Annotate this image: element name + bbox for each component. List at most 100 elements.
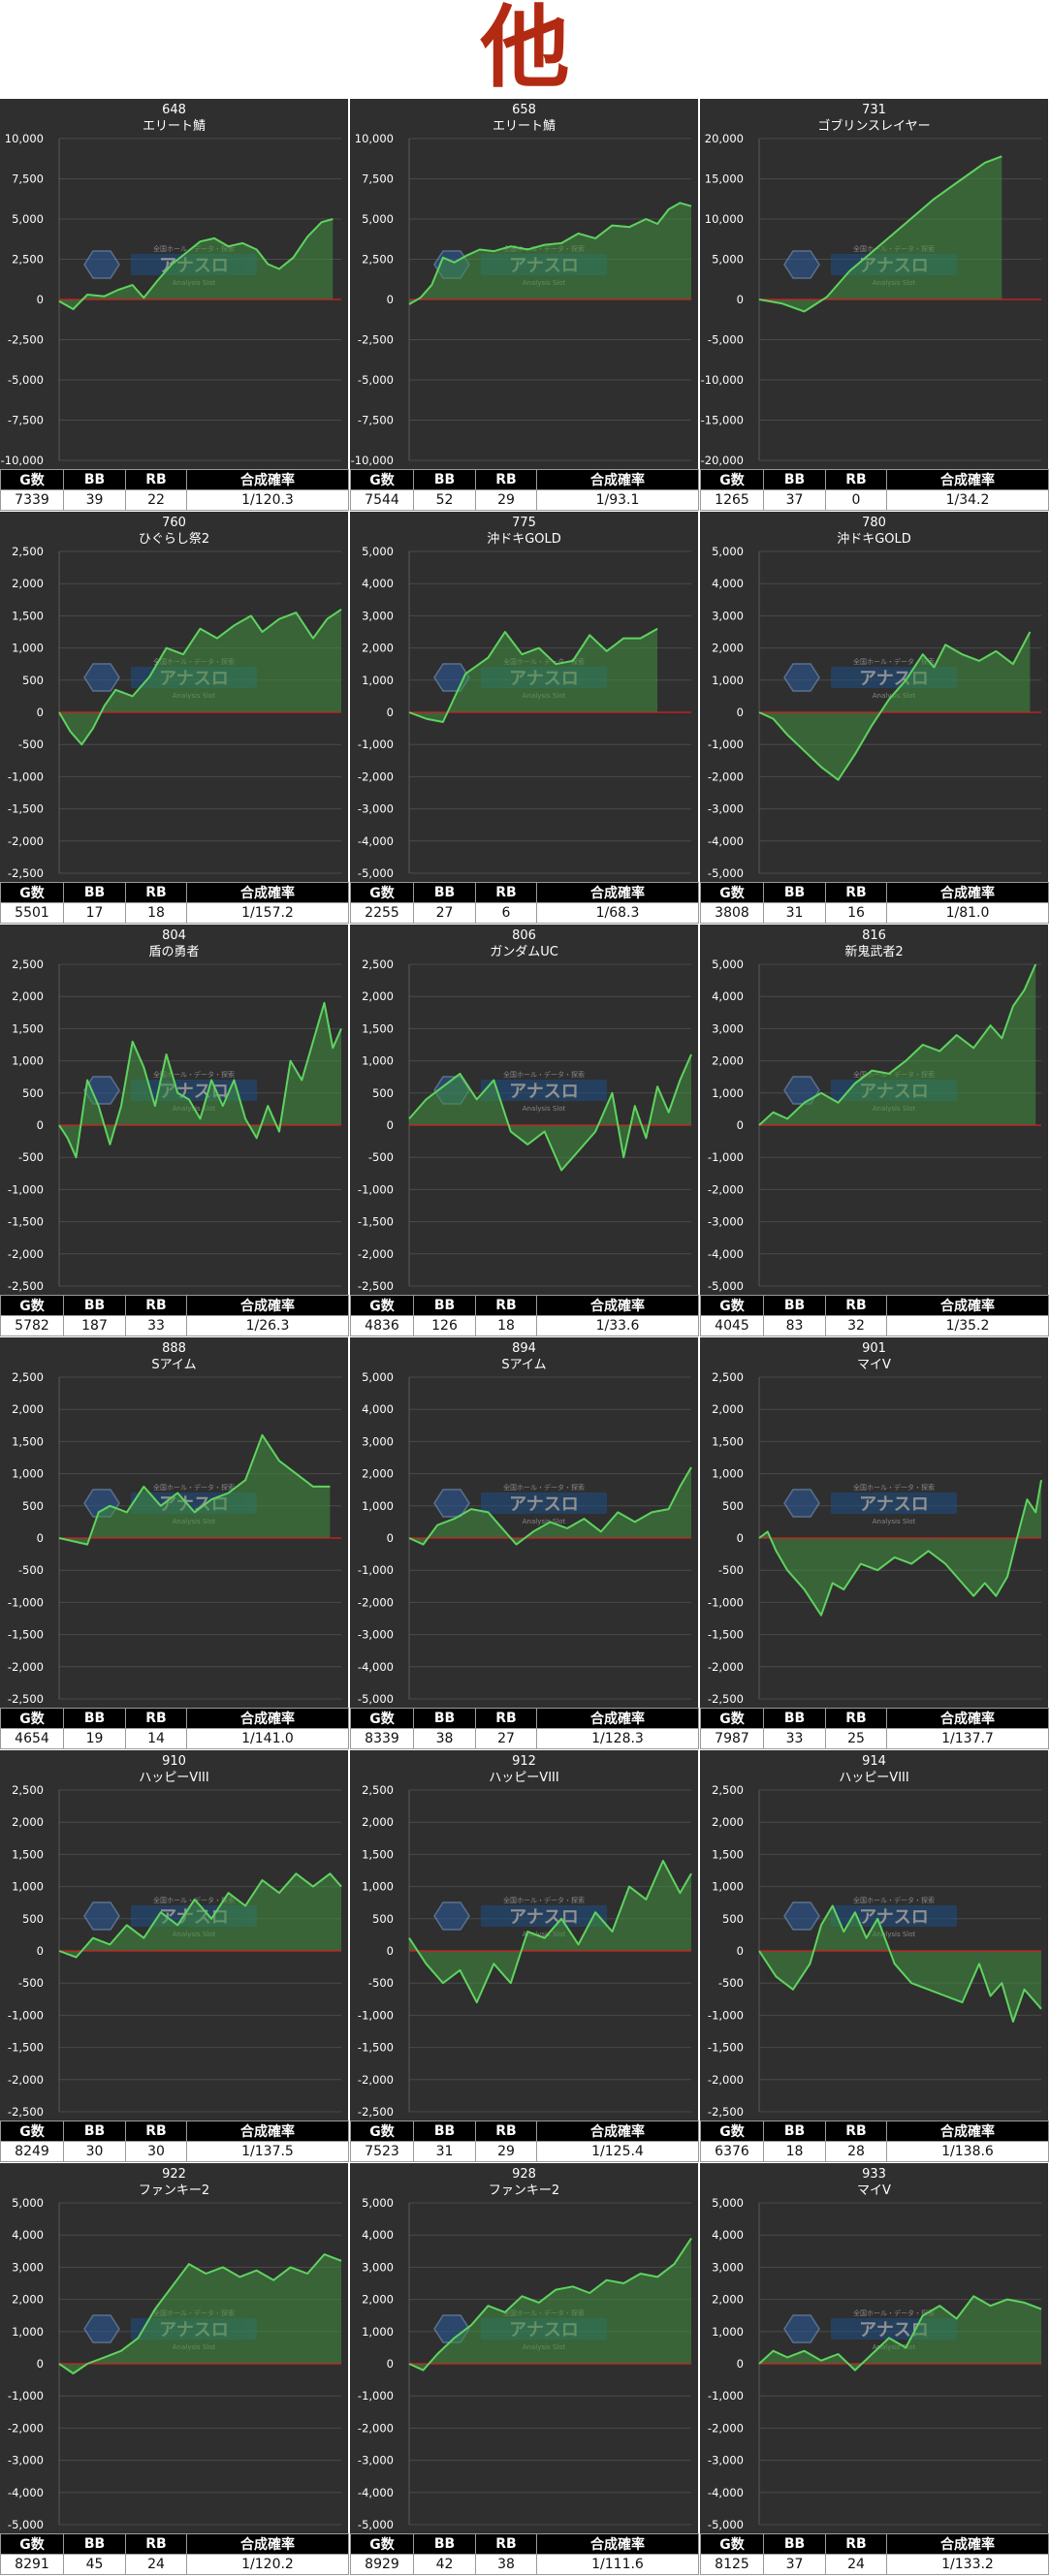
y-tick-label: 0	[37, 1944, 44, 1958]
machine-number: 922	[162, 2167, 186, 2182]
stats-header: G数	[350, 2120, 414, 2142]
y-tick-label: 2,500	[362, 958, 394, 971]
watermark-caption: 全国ホール・データ・探索	[853, 657, 935, 666]
chart-area: 806 ガンダムUC 2,500 2,000 1,500 1,000 500 0 -500 -1,…	[350, 925, 698, 1295]
stats-header: RB	[475, 1708, 537, 1729]
stats-value: 29	[475, 489, 537, 511]
y-tick-label: -1,000	[8, 1182, 44, 1196]
watermark-caption: 全国ホール・データ・探索	[853, 1896, 935, 1904]
series-line	[408, 1860, 692, 2004]
machine-number: 731	[862, 103, 886, 117]
stats-header: 合成確率	[536, 2120, 699, 2142]
series-area	[759, 2296, 1041, 2371]
y-tick-label: 1,000	[362, 2325, 394, 2339]
stats-value: 6376	[700, 2141, 764, 2162]
watermark-caption: 全国ホール・データ・探索	[153, 1070, 235, 1079]
stats-header: RB	[825, 1708, 887, 1729]
chart-panel: 804 盾の勇者 2,500 2,000 1,500 1,000 500 0 -500 -1,00…	[0, 925, 349, 1336]
stats-value: 39	[63, 489, 126, 511]
stats-value: 0	[825, 489, 887, 511]
y-tick-label: 500	[372, 1086, 394, 1100]
chart-panel: 648 エリート鯖 10,000 7,500 5,000 2,500 0 -2,500 -5,0…	[0, 99, 349, 511]
y-tick-label: 4,000	[362, 1402, 394, 1416]
y-tick-label: -4,000	[708, 1247, 744, 1261]
y-tick-label: 2,500	[712, 1370, 744, 1384]
y-tick-label: -500	[18, 738, 44, 751]
stats-value: 8249	[0, 2141, 64, 2162]
y-tick-label: 5,000	[712, 253, 744, 267]
stats-value: 1/34.2	[886, 489, 1049, 511]
stats-header: BB	[413, 2533, 476, 2555]
y-tick-label: 3,000	[12, 2260, 44, 2274]
chart-area: 910 ハッピーVIII 2,500 2,000 1,500 1,000 500 0 -500 -…	[0, 1750, 348, 2120]
watermark-emblem	[783, 2314, 820, 2343]
series-area	[759, 156, 1002, 312]
chart-svg: 888 Sアイム 2,500 2,000 1,500 1,000 500 0 -500 -1,00…	[8, 1341, 341, 1706]
y-tick-label: -500	[718, 1563, 744, 1577]
y-tick-label: 10,000	[5, 132, 44, 145]
watermark-emblem	[783, 250, 820, 279]
stats-value: 7987	[700, 1728, 764, 1749]
y-tick-label: 0	[387, 2357, 394, 2371]
stats-value: 30	[125, 2141, 187, 2162]
y-tick-label: 2,500	[712, 1783, 744, 1797]
watermark-emblem	[783, 1489, 820, 1518]
y-tick-label: 2,500	[12, 253, 44, 267]
chart-area: 760 ひぐらし祭2 2,500 2,000 1,500 1,000 500 0 -500 -1,…	[0, 512, 348, 882]
y-tick-label: 0	[737, 2357, 744, 2371]
y-tick-label: -2,000	[708, 2073, 744, 2087]
series-area	[759, 964, 1036, 1125]
chart-panel: 806 ガンダムUC 2,500 2,000 1,500 1,000 500 0 -500 -1,…	[350, 925, 699, 1336]
y-tick-label: 500	[22, 674, 44, 687]
chart-panel: 922 ファンキー2 5,000 4,000 3,000 2,000 1,000 0 -1,00…	[0, 2163, 349, 2575]
y-tick-label: 7,500	[362, 173, 394, 186]
y-tick-label: -2,500	[358, 333, 394, 347]
y-tick-label: 5,000	[362, 1370, 394, 1384]
stats-header: RB	[475, 469, 537, 490]
stats-value: 38	[475, 2554, 537, 2575]
stats-header: RB	[825, 882, 887, 903]
y-tick-label: -5,000	[8, 2518, 44, 2531]
watermark-caption: 全国ホール・データ・探索	[503, 1483, 585, 1492]
series-area	[409, 203, 691, 304]
y-tick-label: -500	[368, 1976, 394, 1990]
y-tick-label: -3,000	[358, 802, 394, 816]
y-tick-label: -2,000	[8, 1660, 44, 1674]
y-tick-label: 1,000	[12, 642, 44, 655]
machine-number: 910	[162, 1754, 186, 1769]
y-tick-label: 3,000	[362, 609, 394, 622]
y-tick-label: -5,000	[708, 866, 744, 880]
y-tick-label: -2,000	[8, 834, 44, 848]
stats-header: G数	[350, 1708, 414, 1729]
y-tick-label: 2,000	[362, 1815, 394, 1829]
machine-number: 912	[512, 1754, 536, 1769]
y-tick-label: 0	[387, 1944, 394, 1958]
y-tick-label: 0	[737, 1118, 744, 1132]
stats-value: 1/120.3	[186, 489, 349, 511]
y-tick-label: 1,000	[712, 2325, 744, 2339]
stats-header: G数	[350, 882, 414, 903]
stats-header: RB	[475, 2120, 537, 2142]
stats-value: 5782	[0, 1315, 64, 1336]
y-tick-label: 500	[722, 1912, 744, 1926]
y-tick-label: -1,000	[358, 738, 394, 751]
y-tick-label: 3,000	[362, 1434, 394, 1448]
stats-table: G数 BB RB 合成確率 8339 38 27 1/128.3	[350, 1708, 699, 1749]
y-tick-label: 1,000	[12, 1467, 44, 1481]
watermark-caption: 全国ホール・データ・探索	[503, 1896, 585, 1904]
y-tick-label: 5,000	[12, 2196, 44, 2210]
chart-area: 775 沖ドキGOLD 5,000 4,000 3,000 2,000 1,000 0 -1,0…	[350, 512, 698, 882]
y-tick-label: -1,500	[708, 2041, 744, 2055]
watermark-plate	[831, 1905, 957, 1927]
stats-header: BB	[763, 882, 826, 903]
series-line	[758, 1904, 1042, 2023]
y-tick-label: -3,000	[708, 1215, 744, 1229]
chart-area: 901 マイV 2,500 2,000 1,500 1,000 500 0 -500 -1,000…	[700, 1337, 1048, 1708]
watermark-emblem	[433, 1489, 470, 1518]
y-tick-label: -2,000	[358, 1247, 394, 1261]
stats-header: G数	[700, 2120, 764, 2142]
stats-value: 83	[763, 1315, 826, 1336]
y-tick-label: 4,000	[362, 577, 394, 590]
watermark-subtitle: Analysis Slot	[523, 1518, 566, 1525]
y-tick-label: 2,000	[362, 642, 394, 655]
